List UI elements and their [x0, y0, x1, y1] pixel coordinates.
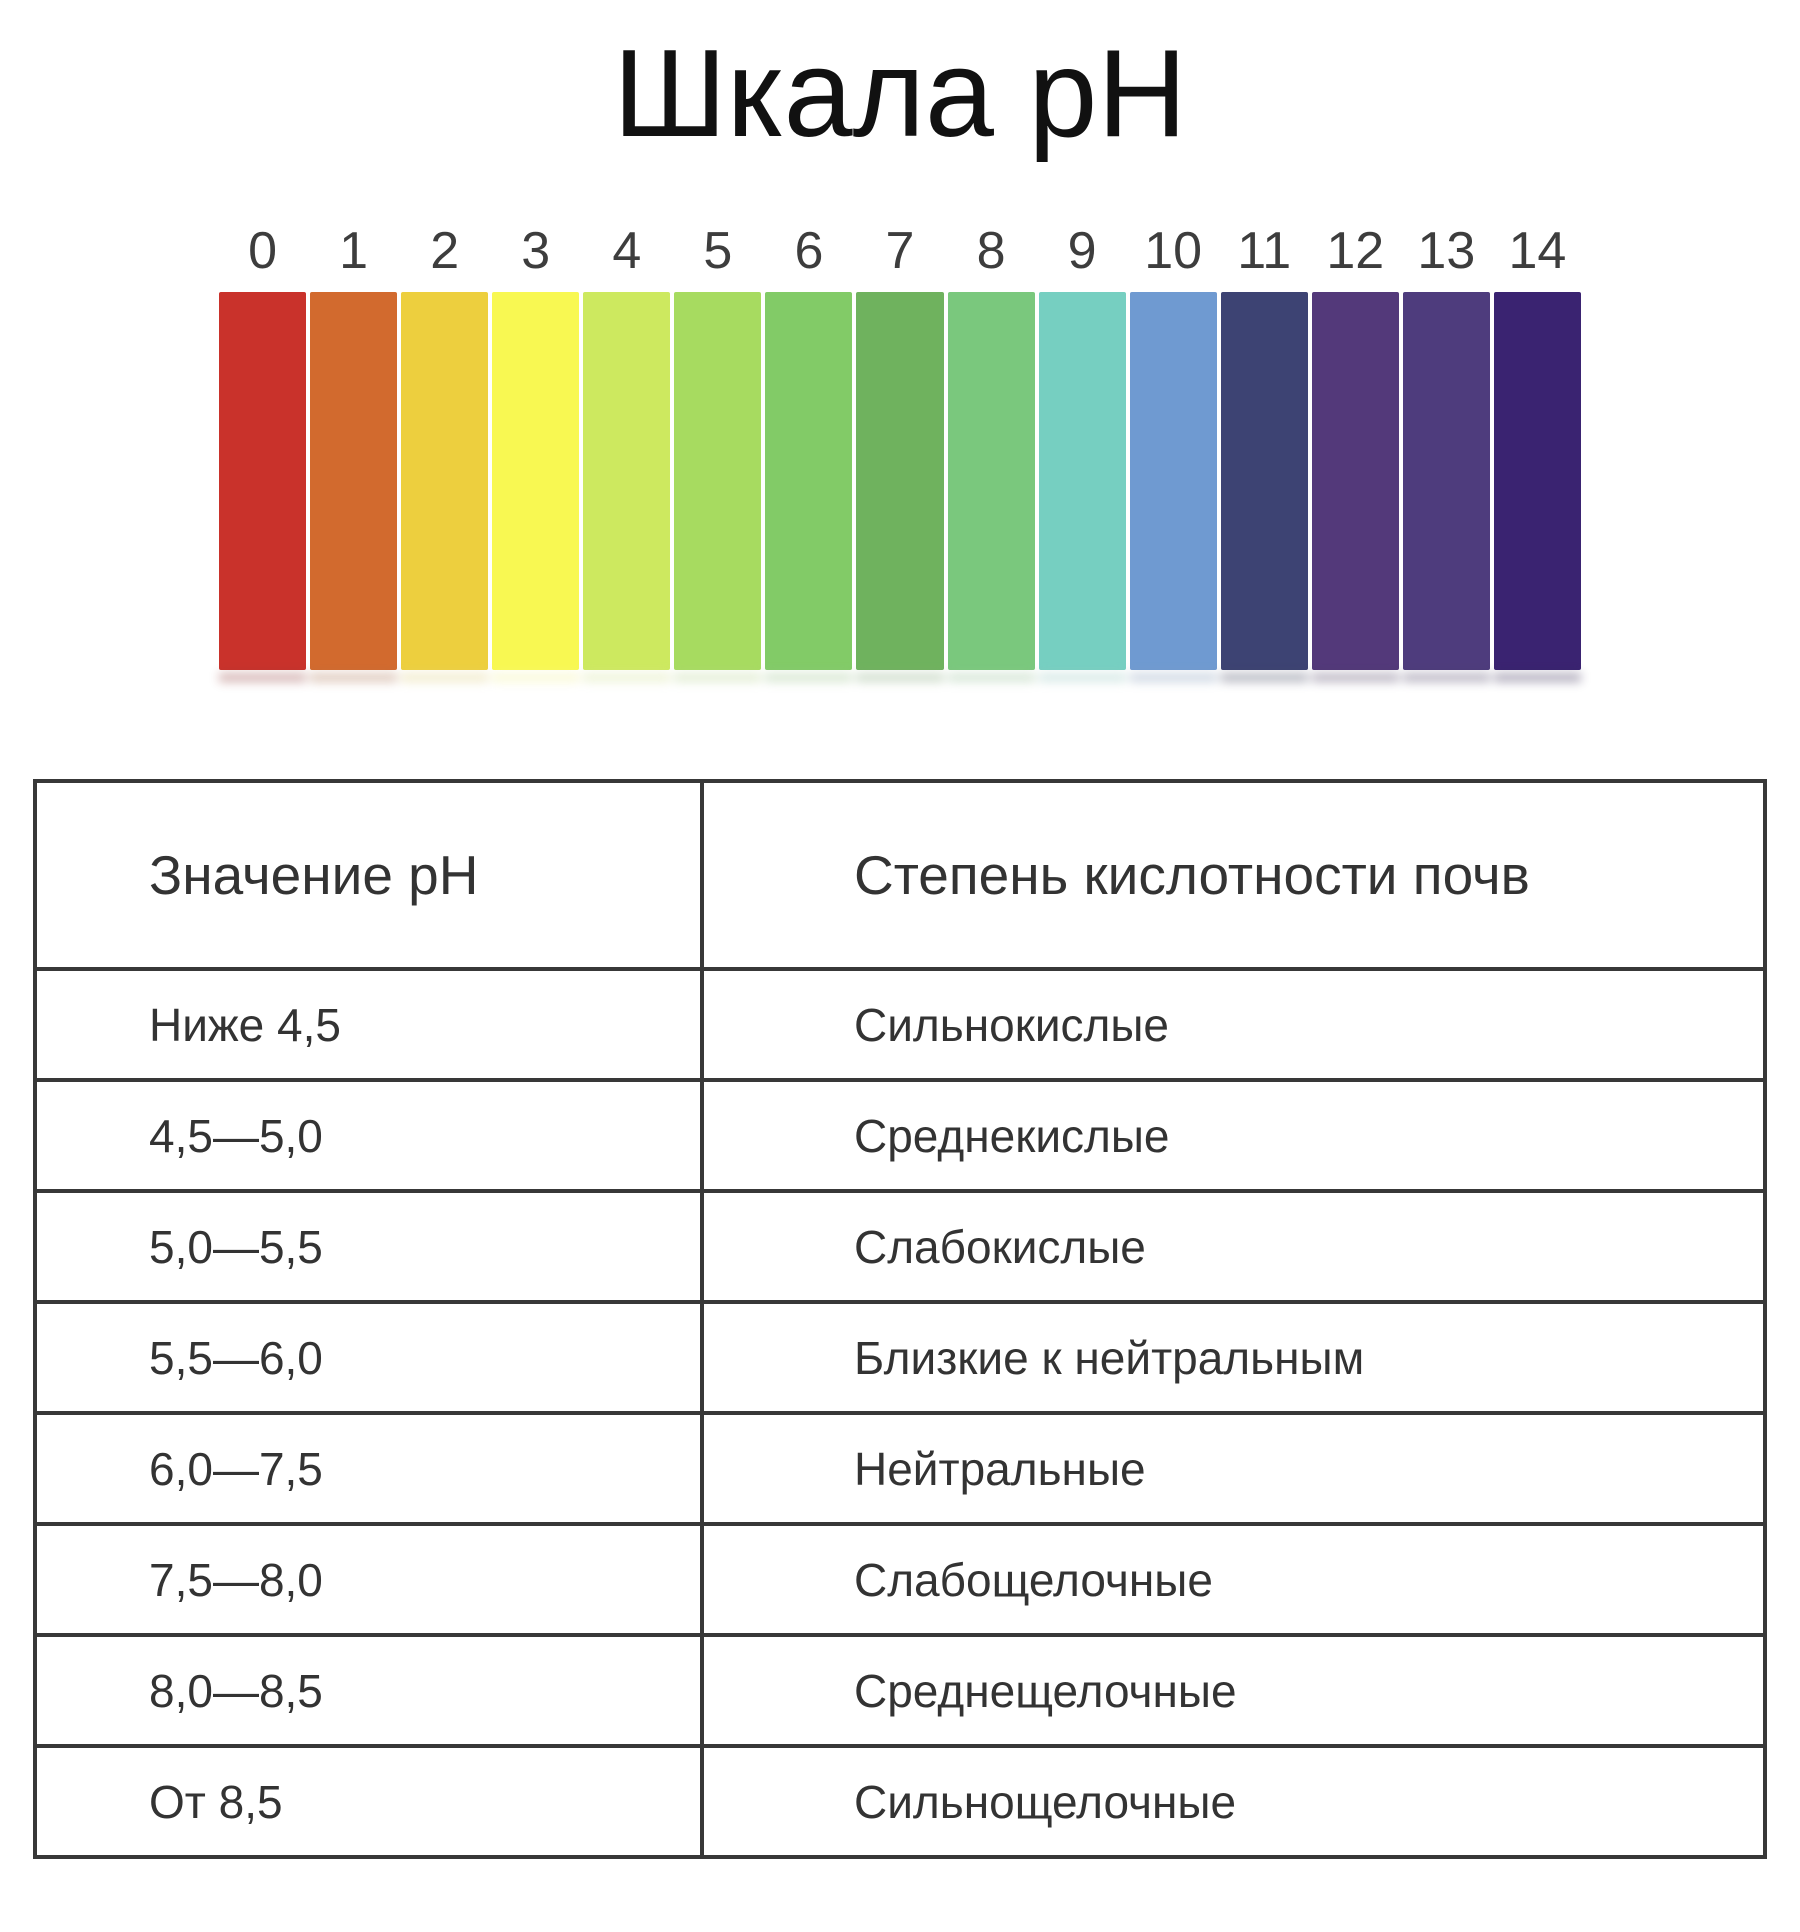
cell-acidity-degree: Среднещелочные	[700, 1633, 1767, 1749]
table-header-ph-value: Значение pH	[33, 779, 704, 972]
ph-swatch-reflection-1	[310, 673, 398, 683]
table-row: 6,0—7,5 Нейтральные	[33, 1411, 1767, 1527]
ph-swatch-reflection-12	[1311, 673, 1399, 683]
ph-swatch-3	[492, 292, 580, 671]
ph-swatch-reflection-9	[1038, 673, 1126, 683]
ph-swatch-0	[219, 292, 307, 671]
ph-swatch-reflection-5	[674, 673, 762, 683]
ph-swatch-reflection-6	[765, 673, 853, 683]
ph-swatch-5	[674, 292, 762, 671]
ph-tick-label-12: 12	[1326, 222, 1385, 281]
ph-tick-label-10: 10	[1144, 222, 1203, 281]
cell-acidity-degree: Слабощелочные	[700, 1522, 1767, 1638]
cell-ph-value: 7,5—8,0	[33, 1522, 704, 1638]
ph-tick-label-2: 2	[430, 222, 460, 281]
table-header-row: Значение pH Степень кислотности почв	[33, 779, 1767, 972]
ph-tick-label-11: 11	[1237, 222, 1292, 281]
ph-scale: 0 1 2 3 4 5 6 7 8 9 10 11 12 13 14	[219, 225, 1581, 683]
table-row: 5,0—5,5 Слабокислые	[33, 1189, 1767, 1305]
ph-swatch-13	[1402, 292, 1490, 671]
ph-swatch-6	[765, 292, 853, 671]
ph-scale-reflection	[219, 673, 1581, 683]
cell-ph-value: 6,0—7,5	[33, 1411, 704, 1527]
ph-tick-label-13: 13	[1417, 222, 1476, 281]
table-row: 7,5—8,0 Слабощелочные	[33, 1522, 1767, 1638]
table-row: От 8,5 Сильнощелочные	[33, 1744, 1767, 1860]
ph-scale-tick-labels: 0 1 2 3 4 5 6 7 8 9 10 11 12 13 14	[219, 225, 1581, 277]
ph-swatch-8	[947, 292, 1035, 671]
ph-swatch-2	[401, 292, 489, 671]
ph-swatch-reflection-3	[492, 673, 580, 683]
ph-tick-label-8: 8	[976, 222, 1006, 281]
ph-swatch-11	[1220, 292, 1308, 671]
ph-table: Значение pH Степень кислотности почв Ниж…	[33, 779, 1767, 1860]
ph-tick-label-7: 7	[885, 222, 915, 281]
cell-acidity-degree: Сильнощелочные	[700, 1744, 1767, 1860]
ph-swatch-1	[310, 292, 398, 671]
cell-acidity-degree: Среднекислые	[700, 1078, 1767, 1194]
cell-ph-value: Ниже 4,5	[33, 967, 704, 1083]
ph-scale-color-bar	[219, 292, 1581, 671]
ph-swatch-reflection-0	[219, 673, 307, 683]
ph-swatch-reflection-13	[1402, 673, 1490, 683]
cell-ph-value: 8,0—8,5	[33, 1633, 704, 1749]
cell-ph-value: От 8,5	[33, 1744, 704, 1860]
ph-swatch-reflection-7	[856, 673, 944, 683]
ph-swatch-4	[583, 292, 671, 671]
ph-tick-label-14: 14	[1508, 222, 1567, 281]
ph-swatch-reflection-14	[1493, 673, 1581, 683]
table-row: 8,0—8,5 Среднещелочные	[33, 1633, 1767, 1749]
ph-tick-label-0: 0	[248, 222, 277, 281]
cell-acidity-degree: Нейтральные	[700, 1411, 1767, 1527]
cell-ph-value: 5,5—6,0	[33, 1300, 704, 1416]
cell-acidity-degree: Сильнокислые	[700, 967, 1767, 1083]
ph-swatch-reflection-8	[947, 673, 1035, 683]
page-title: Шкала pH	[613, 25, 1187, 163]
ph-tick-label-9: 9	[1067, 222, 1097, 281]
table-row: 4,5—5,0 Среднекислые	[33, 1078, 1767, 1194]
ph-swatch-reflection-11	[1220, 673, 1308, 683]
ph-swatch-7	[856, 292, 944, 671]
ph-swatch-12	[1311, 292, 1399, 671]
ph-table-body: Ниже 4,5 Сильнокислые 4,5—5,0 Среднекислые 5…	[33, 967, 1767, 1860]
ph-swatch-reflection-4	[583, 673, 671, 683]
cell-acidity-degree: Близкие к нейтральным	[700, 1300, 1767, 1416]
ph-swatch-9	[1038, 292, 1126, 671]
ph-swatch-reflection-10	[1129, 673, 1217, 683]
ph-tick-label-5: 5	[703, 222, 733, 281]
ph-table-head: Значение pH Степень кислотности почв	[33, 779, 1767, 972]
ph-tick-label-6: 6	[794, 222, 824, 281]
table-header-acidity: Степень кислотности почв	[700, 779, 1767, 972]
cell-ph-value: 5,0—5,5	[33, 1189, 704, 1305]
ph-swatch-reflection-2	[401, 673, 489, 683]
ph-tick-label-1: 1	[339, 222, 369, 281]
ph-swatch-10	[1129, 292, 1217, 671]
table-row: 5,5—6,0 Близкие к нейтральным	[33, 1300, 1767, 1416]
table-row: Ниже 4,5 Сильнокислые	[33, 967, 1767, 1083]
ph-tick-label-4: 4	[612, 222, 642, 281]
cell-ph-value: 4,5—5,0	[33, 1078, 704, 1194]
ph-swatch-14	[1493, 292, 1581, 671]
cell-acidity-degree: Слабокислые	[700, 1189, 1767, 1305]
ph-tick-label-3: 3	[521, 222, 551, 281]
